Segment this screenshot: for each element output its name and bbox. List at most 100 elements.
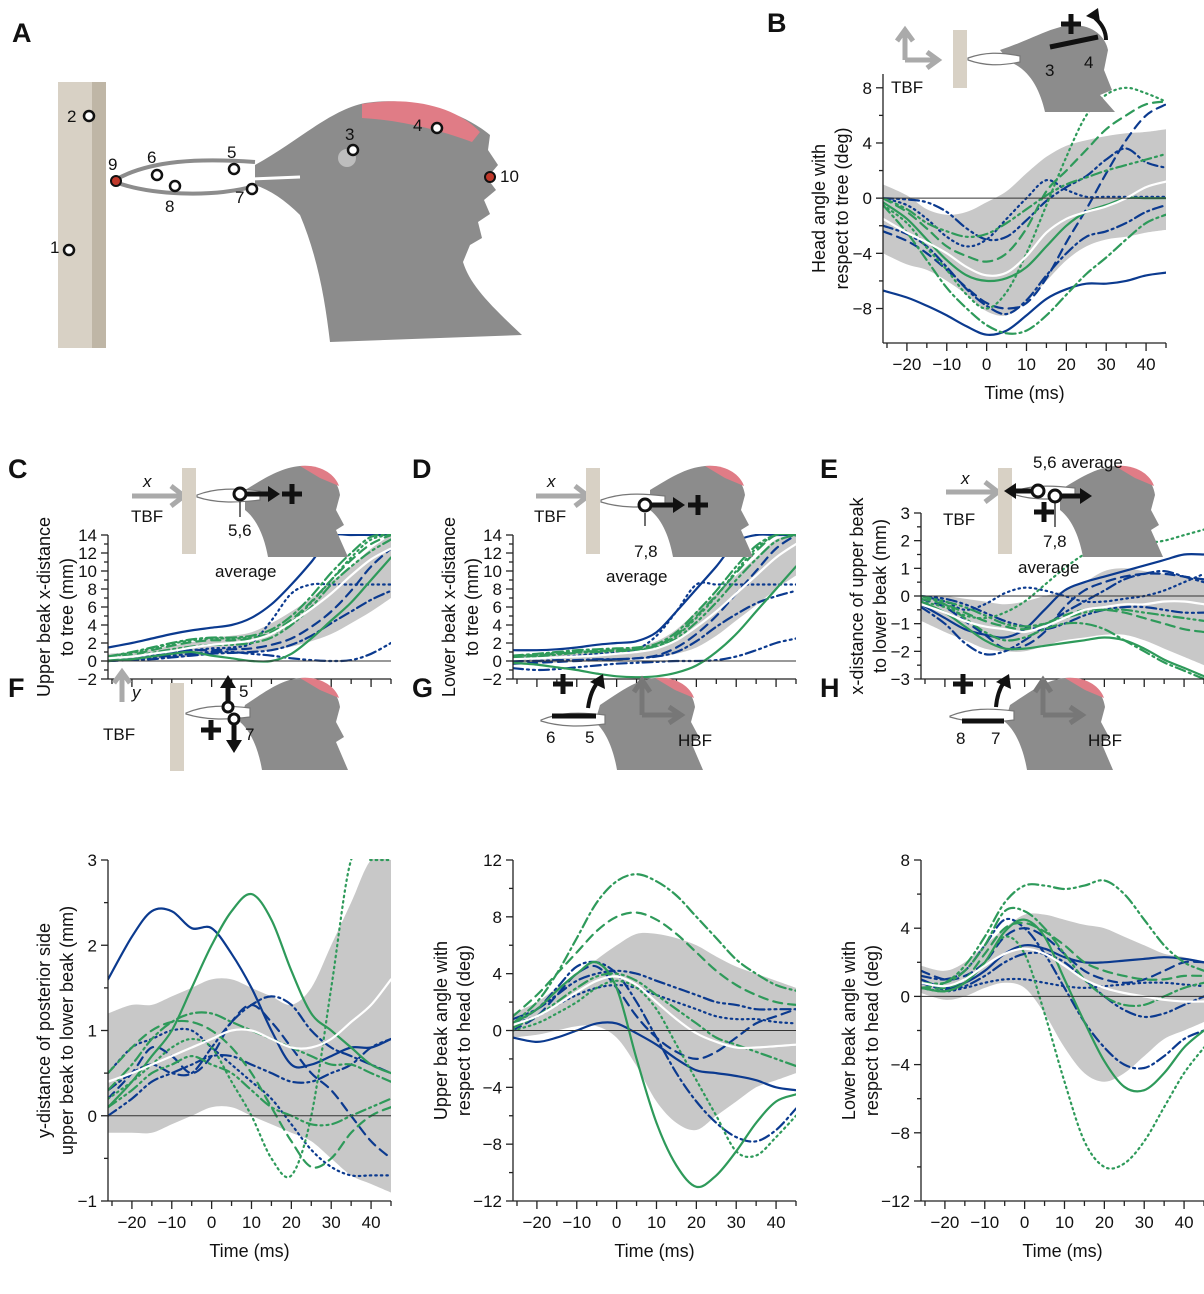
frame-label: TBF: [891, 78, 923, 97]
arrowhead-right-icon: [1080, 488, 1092, 504]
arrowhead-up-icon: [220, 675, 236, 688]
x-tick-label: 20: [1057, 355, 1076, 374]
series-line-blue-solid: [108, 907, 391, 1069]
y-tick-label: 1: [88, 1022, 97, 1041]
head-icon: [240, 677, 348, 770]
series-line-green-solid: [513, 960, 796, 1189]
y-axis-label: y-distance of posterior side upper beak t…: [34, 906, 77, 1155]
y-tick-label: −1: [891, 615, 910, 634]
marker-label-average: average: [1018, 558, 1079, 577]
marker-label-3: 3: [1045, 61, 1054, 80]
marker-lower-icon: [1047, 488, 1063, 504]
marker-label: 7,8: [1043, 532, 1067, 551]
series-line-green-dash: [513, 534, 796, 659]
series-line-green-solid: [108, 892, 391, 1109]
marker-label-7: 7: [991, 729, 1000, 748]
plus-icon: [1034, 502, 1054, 522]
x-arrow-icon: [946, 480, 1003, 504]
series-line-green-dot: [883, 86, 1166, 310]
marker-icon: [232, 486, 248, 502]
plus-icon: [282, 484, 302, 504]
x-tick-label: 0: [1020, 1213, 1029, 1232]
x-tick-label: 40: [767, 1213, 786, 1232]
series-line-green-dashdotdot: [921, 879, 1204, 989]
arrowhead-icon: [590, 674, 605, 689]
svg-text:2: 2: [67, 107, 76, 126]
y-tick-label: 12: [483, 544, 502, 563]
beak-icon: [185, 705, 251, 720]
mean-line: [921, 600, 1204, 634]
y-tick-label: 14: [483, 526, 502, 545]
y-tick-label: 6: [88, 598, 97, 617]
chart-lower-beak-angle: −12 −8 −4 0 4 8 −20 −10 0 10 20 30 40 Time (ms) Lower …: [839, 851, 1204, 1261]
y-tick-label: −3: [891, 670, 910, 689]
x-tick-label: 30: [727, 1213, 746, 1232]
plus-icon: [553, 674, 573, 694]
lower-beak: [114, 180, 256, 196]
marker-1: 1: [50, 238, 76, 257]
y-tick-label: −2: [78, 670, 97, 689]
y-tick-label: −1: [78, 1192, 97, 1211]
y-tick-label: −8: [853, 300, 872, 319]
y-axis-label: x-distance of upper beak to lower beak (m…: [847, 496, 890, 694]
x-tick-label: 10: [647, 1213, 666, 1232]
marker-label: 7,8: [634, 542, 658, 561]
frame-label: TBF: [943, 510, 975, 529]
series-line-green-dash: [108, 534, 391, 660]
rotation-arrow-icon: [994, 680, 1006, 708]
plus-icon: [953, 674, 973, 694]
y-tick-label: −4: [891, 1056, 910, 1075]
head-icon: [1005, 677, 1113, 770]
x-tick-label: 0: [982, 355, 991, 374]
series-line-blue-dashdotdot: [921, 951, 1204, 1019]
y-tick-label: −8: [483, 1135, 502, 1154]
plus-icon: [201, 720, 221, 740]
y-axis-label: Lower beak x-distance to tree (mm): [439, 517, 482, 697]
marker-label: 5,6: [228, 521, 252, 540]
y-axis-label: Lower beak angle with respect to head (de…: [839, 941, 882, 1120]
marker-4: 4: [413, 116, 444, 135]
x-axis-label: Time (ms): [984, 383, 1064, 403]
upper-beak: [114, 158, 256, 182]
x-tick-label: 0: [207, 1213, 216, 1232]
tree-icon: [170, 683, 184, 771]
marker-6: 6: [147, 148, 164, 182]
y-tick-label: 0: [863, 189, 872, 208]
series-line-blue-dashdot: [513, 960, 796, 1143]
plus-icon: [1061, 14, 1081, 34]
svg-text:6: 6: [147, 148, 156, 167]
y-tick-label: −2: [483, 670, 502, 689]
mean-line: [513, 975, 796, 1050]
inset-f: y TBF 5 7: [103, 667, 348, 771]
y-tick-label: 4: [901, 919, 910, 938]
y-tick-label: 2: [901, 532, 910, 551]
series-line-green-dashdotdot: [513, 972, 796, 1068]
marker-label-5: 5: [239, 682, 248, 701]
chart-upper-lower-x-distance: −3 −2 −1 0 1 2 3 x-distance of upper beak to low…: [847, 496, 1204, 695]
y-tick-label: −4: [483, 1078, 502, 1097]
y-tick-label: −12: [473, 1192, 502, 1211]
marker-3: 3: [345, 125, 360, 157]
series-line-blue-dashdotdot: [513, 969, 796, 1021]
inset-b: TBF 3 4: [891, 8, 1115, 113]
x-tick-label: −20: [522, 1213, 551, 1232]
marker-label-4: 4: [1084, 53, 1093, 72]
crown-icon: [1115, 465, 1154, 486]
frame-axes-icon: [1032, 675, 1087, 726]
y-tick-label: 4: [493, 965, 502, 984]
marker-label-average: average: [606, 567, 667, 586]
plot-area: [921, 528, 1204, 680]
mean-line: [513, 542, 796, 661]
series-line-blue-dashdotdot: [108, 1037, 391, 1117]
frame-label: TBF: [131, 507, 163, 526]
head-icon: [595, 677, 703, 770]
series-line-green-dashdot: [513, 534, 796, 657]
tree-icon: [953, 30, 967, 88]
plot-area: [921, 879, 1204, 1170]
x-tick-label: −10: [970, 1213, 999, 1232]
panel-letter-g: G: [412, 673, 433, 703]
y-tick-label: −8: [891, 1124, 910, 1143]
